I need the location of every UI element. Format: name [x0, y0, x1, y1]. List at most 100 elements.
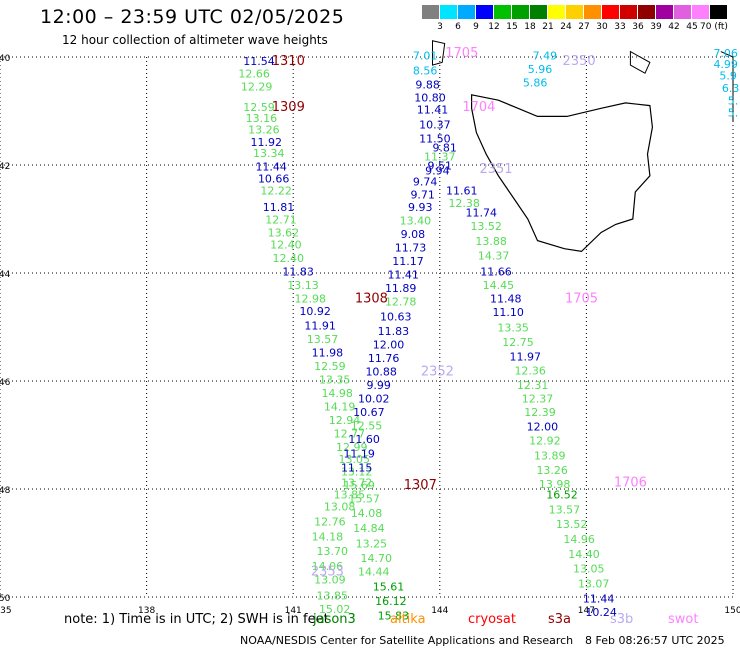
wave-height-label: 13.08 — [324, 501, 356, 514]
wave-height-label: 11.60 — [348, 433, 380, 446]
x-tick-label: 141 — [285, 606, 302, 616]
wave-height-label: 13.05 — [339, 453, 371, 466]
colorbar-tick-label: 6 — [455, 22, 461, 32]
x-tick-label: 144 — [431, 606, 448, 616]
wave-height-label: 9.71 — [410, 189, 435, 202]
wave-height-label: 10.67 — [353, 406, 385, 419]
satellite-jason3-label: jason3 — [313, 612, 356, 627]
wave-height-label: 10.66 — [258, 172, 290, 185]
wave-height-label: 4.99 — [713, 58, 738, 71]
wave-height-label: 7.06 — [713, 47, 738, 60]
y-tick-label: -48 — [0, 486, 11, 496]
wave-height-label: 14.06 — [312, 560, 344, 573]
colorbar-swatch — [566, 5, 583, 19]
colorbar-tick-label: 9 — [473, 22, 479, 32]
colorbar-tick-label: 15 — [506, 22, 518, 32]
wave-height-label: 11.50 — [419, 132, 451, 145]
flinders-island-coastline — [629, 50, 651, 74]
colorbar-swatch — [692, 5, 709, 19]
wave-height-label: 13.34 — [253, 147, 285, 160]
wave-height-label: 13.57 — [307, 333, 339, 346]
wave-height-label: 14.98 — [321, 387, 353, 400]
timestamp: 8 Feb 08:26:57 UTC 2025 — [585, 634, 725, 647]
wave-height-label: 15.61 — [373, 581, 405, 594]
wave-height-label: 12.31 — [517, 379, 549, 392]
satellite-swot-label: swot — [668, 612, 699, 627]
wave-height-label: 11.98 — [312, 347, 344, 360]
colorbar-swatch — [656, 5, 673, 19]
wave-height-label: 12.38 — [448, 197, 480, 210]
wave-height-label: 14.70 — [361, 552, 393, 565]
colorbar-tick-label: 39 — [650, 22, 662, 32]
colorbar-swatch — [458, 5, 475, 19]
pass-number-label: 1706 — [614, 475, 647, 490]
wave-height-label: 13.16 — [246, 112, 278, 125]
colorbar-tick-label: 21 — [542, 22, 554, 32]
colorbar-tick-label: 3 — [437, 22, 443, 32]
wave-height-label: 10.88 — [365, 366, 397, 379]
wave-height-label: 12.59 — [243, 101, 275, 114]
wave-height-label: 12.94 — [329, 414, 361, 427]
colorbar-tick-label: 30 — [596, 22, 608, 32]
wave-height-label: 11.19 — [343, 448, 375, 461]
pass-number-label: 2352 — [421, 365, 454, 380]
wave-height-label: 8.56 — [413, 64, 438, 77]
wave-height-label: 12.99 — [336, 441, 368, 454]
wave-height-label: 13.25 — [356, 537, 388, 550]
tasmania-coastline — [471, 94, 654, 253]
wave-height-label: 5.9 — [719, 70, 737, 83]
colorbar-swatch — [530, 5, 547, 19]
wave-height-label: 15.02 — [319, 603, 351, 616]
wave-height-label: 13.85 — [317, 590, 349, 603]
wave-height-label: 15.83 — [378, 610, 410, 623]
wave-height-label: 12.77 — [334, 428, 366, 441]
wave-height-label: 16.12 — [375, 595, 407, 608]
mainland-coastline — [720, 51, 734, 122]
wave-height-label: 10.80 — [414, 91, 446, 104]
wave-height-label: 11.73 — [395, 241, 427, 254]
colorbar-tick-label: 42 — [668, 22, 680, 32]
wave-height-label: 12.00 — [527, 421, 559, 434]
wave-height-label: 12.39 — [524, 406, 556, 419]
wave-height-label: 13.05 — [573, 563, 605, 576]
wave-height-label: 13.57 — [549, 503, 581, 516]
wave-height-label: 11.10 — [492, 306, 524, 319]
pass-number-label: 2350 — [563, 54, 596, 69]
wave-height-label: 12.29 — [241, 81, 273, 94]
wave-height-label: 10.37 — [419, 118, 451, 131]
pass-number-label: 1308 — [355, 292, 388, 307]
colorbar-tick-label: 24 — [560, 22, 572, 32]
colorbar-tick-label: 18 — [524, 22, 536, 32]
y-tick-label: -50 — [0, 594, 11, 604]
satellite-cryosat-label: cryosat — [468, 612, 516, 627]
wave-height-label: 9.74 — [413, 176, 438, 189]
pass-number-label: 1309 — [272, 100, 305, 115]
wave-height-label: 14.18 — [312, 530, 344, 543]
wave-height-label: 13.35 — [319, 374, 351, 387]
satellite-altika-label: altika — [390, 612, 426, 627]
wave-height-label: 9.93 — [408, 201, 433, 214]
wave-height-label: 12.92 — [529, 435, 561, 448]
wave-height-label: 11.15 — [341, 462, 373, 475]
wave-height-label: 13.98 — [539, 478, 571, 491]
wave-height-label: 11.61 — [446, 185, 478, 198]
colorbar-swatch — [422, 5, 439, 19]
wave-height-label: 9.88 — [415, 78, 440, 91]
wave-height-label: 12.59 — [314, 360, 346, 373]
colorbar-swatch — [512, 5, 529, 19]
credit-text: NOAA/NESDIS Center for Satellite Applica… — [240, 634, 574, 647]
pass-number-label: 2353 — [311, 564, 344, 579]
wave-height-label: 11.81 — [263, 201, 295, 214]
wave-height-label: 11.92 — [251, 136, 283, 149]
wave-height-label: 11.41 — [387, 268, 419, 281]
wave-height-label: 9.81 — [432, 142, 457, 155]
footer-note: note: 1) Time is in UTC; 2) SWH is in fe… — [64, 612, 329, 627]
wave-height-label: 9.08 — [401, 228, 426, 241]
wave-height-label: 13.26 — [536, 464, 568, 477]
wave-height-label: 14.37 — [478, 250, 510, 263]
wave-height-label: 14.19 — [324, 401, 356, 414]
x-tick-label: 138 — [138, 606, 155, 616]
y-tick-label: -42 — [0, 162, 10, 172]
wave-height-label: 11.17 — [392, 255, 424, 268]
